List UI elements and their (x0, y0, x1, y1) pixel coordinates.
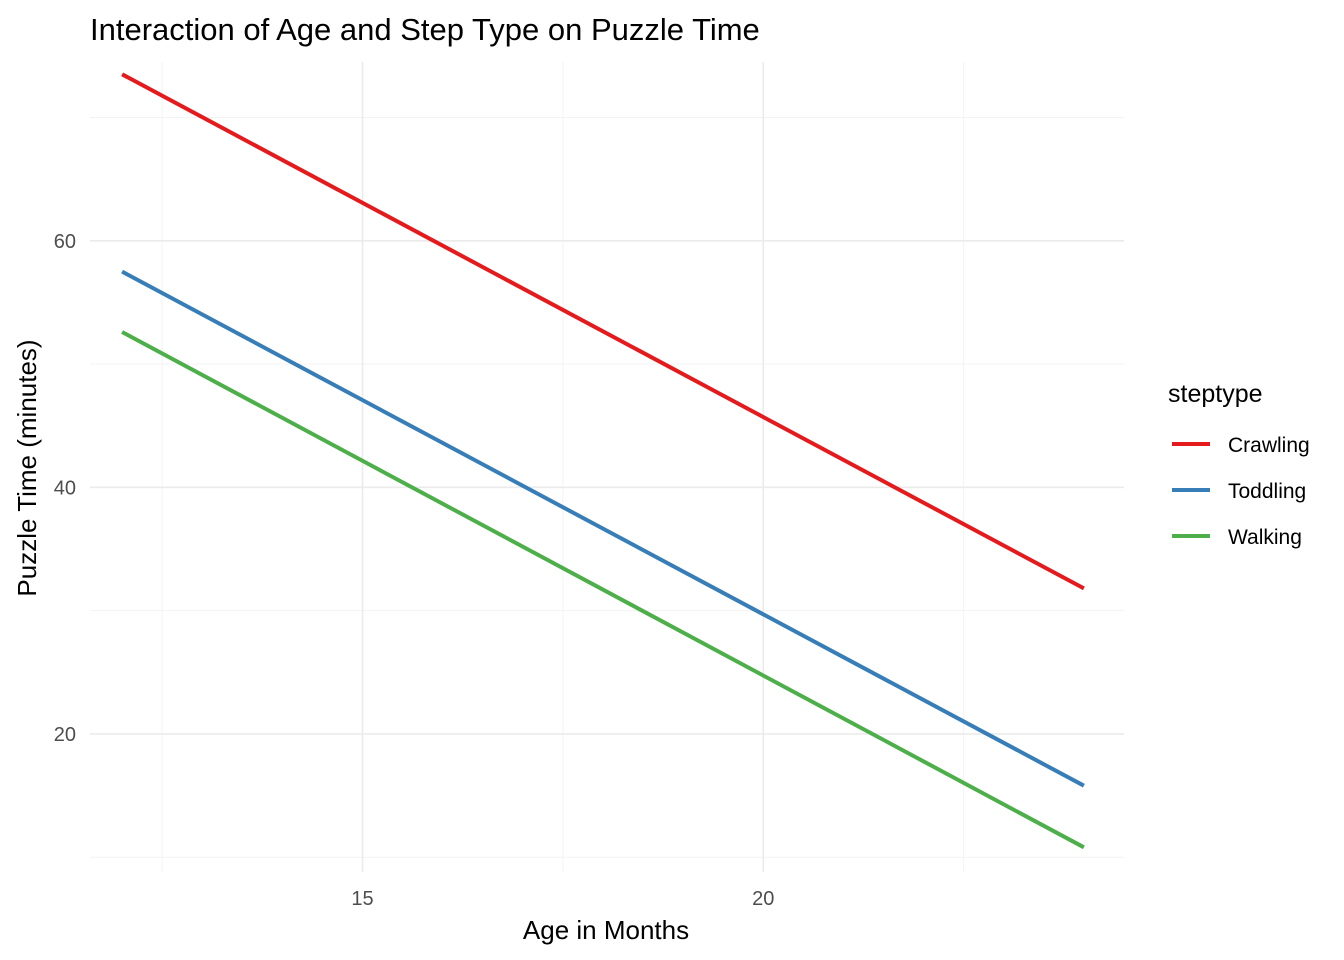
series-line-crawling (121, 72, 1085, 591)
legend-item-walking: Walking (1172, 526, 1302, 549)
legend-item-crawling: Crawling (1172, 434, 1310, 457)
chart-title: Interaction of Age and Step Type on Puzz… (90, 12, 760, 47)
legend: steptype Crawling Toddling Walking (1168, 380, 1310, 549)
legend-label: Walking (1228, 526, 1302, 549)
series-line-toddling (121, 269, 1085, 788)
legend-items: Crawling Toddling Walking (1172, 434, 1310, 549)
legend-title: steptype (1168, 380, 1263, 408)
grid (90, 62, 1124, 872)
x-axis-title: Age in Months (523, 915, 689, 945)
series-line-walking (121, 330, 1085, 850)
x-tick-label: 20 (752, 888, 774, 910)
y-axis-title: Puzzle Time (minutes) (12, 339, 42, 596)
y-tick-label: 20 (54, 724, 76, 746)
legend-label: Crawling (1228, 434, 1310, 457)
y-tick-label: 40 (54, 477, 76, 499)
x-tick-label: 15 (351, 888, 373, 910)
legend-label: Toddling (1228, 480, 1306, 503)
y-tick-label: 60 (54, 231, 76, 253)
legend-item-toddling: Toddling (1172, 480, 1306, 503)
series-lines (121, 72, 1085, 850)
axis-ticks: 15 20 20 40 60 (54, 231, 775, 910)
